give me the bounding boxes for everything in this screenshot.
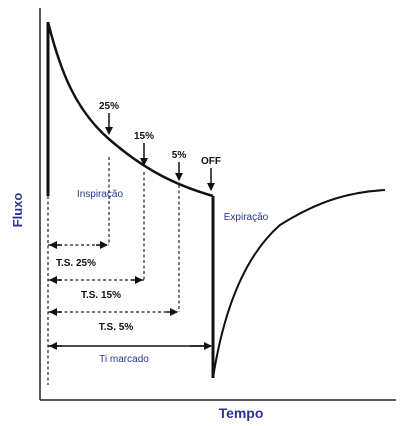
inspiration-label: Inspiração — [77, 189, 124, 200]
span-label-5: T.S. 5% — [99, 322, 134, 333]
expiration-recovery-curve — [212, 189, 386, 379]
span-label-15: T.S. 15% — [81, 290, 121, 301]
off-label: OFF — [201, 156, 221, 167]
y-axis-title: Fluxo — [10, 193, 25, 228]
arrow-label-5: 5% — [172, 150, 187, 161]
arrow-label-25: 25% — [99, 101, 119, 112]
arrow-label-15: 15% — [134, 131, 154, 142]
ti-label: Ti marcado — [99, 354, 149, 365]
expiration-label: Expiração — [224, 212, 269, 223]
x-axis-title: Tempo — [219, 405, 264, 421]
span-label-25: T.S. 25% — [56, 258, 96, 269]
inspiration-decay-curve — [46, 21, 214, 198]
